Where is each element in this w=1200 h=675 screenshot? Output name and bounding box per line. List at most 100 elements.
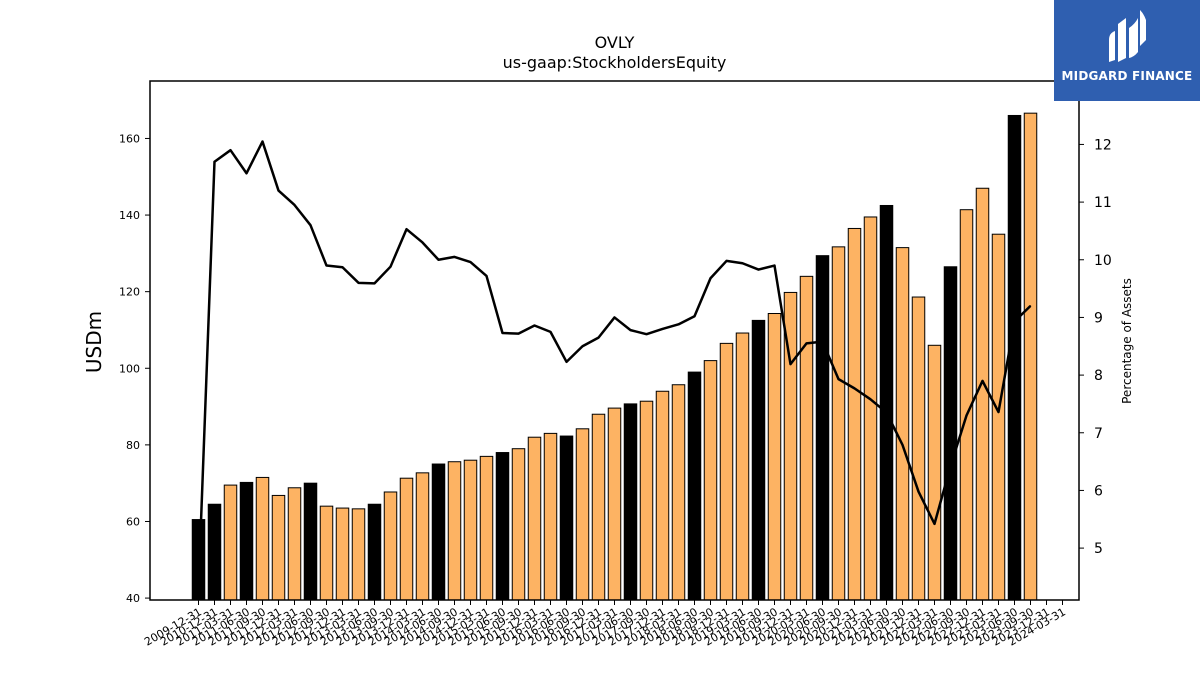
line-point-11: [373, 282, 376, 285]
bar-29: [655, 390, 670, 601]
y2-tick-label-5: 5: [1094, 541, 1103, 557]
bar-19: [495, 452, 510, 601]
bar-43: [879, 204, 894, 601]
bar-3: [239, 481, 254, 601]
line-point-46: [933, 523, 936, 525]
bar-12: [383, 491, 398, 601]
bar-44: [895, 247, 910, 601]
line-point-25: [597, 337, 600, 339]
line-point-29: [661, 328, 664, 330]
y-tick-label-120: 120: [119, 286, 140, 299]
line-point-42: [869, 398, 872, 400]
bar-32: [703, 360, 718, 601]
line-point-26: [613, 316, 616, 319]
line-point-22: [549, 331, 552, 333]
y-tick-label-60: 60: [126, 515, 140, 528]
bar-34: [735, 332, 750, 601]
line-point-30: [677, 323, 680, 325]
bars-layer: [191, 112, 1038, 601]
y2-tick-label-6: 6: [1094, 483, 1103, 499]
bar-2: [223, 484, 238, 601]
bar-1: [207, 503, 222, 601]
bar-23: [559, 435, 574, 601]
y2-tick-label-11: 11: [1094, 195, 1112, 211]
bar-45: [911, 296, 926, 601]
y-tick-label-160: 160: [119, 132, 140, 145]
bar-22: [543, 432, 558, 601]
chart-title: OVLY: [595, 33, 635, 52]
y2-tick-label-9: 9: [1094, 310, 1103, 326]
y-tick-label-80: 80: [126, 439, 140, 452]
bar-31: [687, 371, 702, 601]
line-point-0: [197, 587, 200, 590]
line-point-33: [725, 260, 728, 262]
line-point-24: [581, 345, 584, 347]
bar-15: [431, 463, 446, 601]
bar-46: [927, 344, 942, 601]
line-point-36: [773, 264, 776, 267]
bar-14: [415, 472, 430, 601]
bar-9: [335, 507, 350, 601]
line-point-16: [453, 256, 456, 258]
line-point-23: [565, 361, 568, 363]
line-point-8: [325, 264, 328, 267]
bar-21: [527, 436, 542, 601]
line-point-21: [533, 324, 536, 327]
bar-16: [447, 461, 462, 601]
x-axis: 2009-12-312010-12-312011-03-312011-06-30…: [142, 600, 1068, 649]
bar-41: [847, 227, 862, 601]
line-point-41: [853, 387, 856, 389]
line-point-13: [405, 228, 408, 230]
line-layer: [197, 140, 1032, 590]
line-point-38: [805, 342, 808, 344]
line-point-12: [389, 266, 392, 268]
line-point-32: [709, 277, 712, 279]
bar-13: [399, 477, 414, 601]
bar-18: [479, 455, 494, 601]
y2-tick-label-10: 10: [1094, 253, 1112, 269]
line-point-4: [261, 140, 264, 143]
bar-35: [751, 319, 766, 601]
line-point-19: [501, 332, 504, 334]
y-tick-label-40: 40: [126, 592, 140, 605]
line-point-6: [293, 204, 296, 206]
y-axis-right: 5 6 7 8 9 10 11 12: [1079, 137, 1112, 557]
bar-8: [319, 505, 334, 601]
plot-frame: [149, 80, 1080, 601]
y-tick-label-140: 140: [119, 209, 140, 222]
line-point-31: [693, 315, 696, 317]
chart-subtitle: us-gaap:StockholdersEquity: [503, 53, 727, 72]
y2-tick-label-8: 8: [1094, 368, 1103, 384]
line-point-39: [821, 341, 824, 343]
y2-tick-label-12: 12: [1094, 137, 1112, 153]
line-point-17: [469, 261, 472, 263]
line-point-34: [741, 262, 744, 264]
bar-30: [671, 384, 686, 601]
bar-20: [511, 448, 526, 601]
line-point-43: [885, 411, 888, 414]
line-point-18: [485, 275, 488, 277]
bar-52: [1023, 112, 1038, 601]
y-axis-label: USDm: [82, 311, 106, 373]
line-point-48: [965, 414, 968, 417]
bar-50: [991, 233, 1006, 601]
bar-4: [255, 476, 270, 601]
line-point-49: [981, 380, 984, 382]
y2-axis-label: Percentage of Assets: [1120, 278, 1134, 404]
bar-51: [1007, 114, 1022, 601]
bar-25: [591, 413, 606, 601]
line-point-28: [645, 333, 648, 335]
logo-text: MIDGARD FINANCE: [1061, 69, 1193, 83]
line-point-5: [277, 189, 280, 192]
midgard-finance-logo: MIDGARD FINANCE: [1054, 0, 1200, 101]
bar-36: [767, 313, 782, 601]
bar-17: [463, 459, 478, 601]
line-point-35: [757, 268, 760, 271]
bar-49: [975, 187, 990, 601]
bar-7: [303, 482, 318, 601]
line-point-47: [949, 465, 952, 467]
bar-26: [607, 407, 622, 601]
line-point-45: [917, 490, 920, 493]
line-point-44: [901, 444, 904, 446]
line-point-51: [1013, 320, 1016, 323]
